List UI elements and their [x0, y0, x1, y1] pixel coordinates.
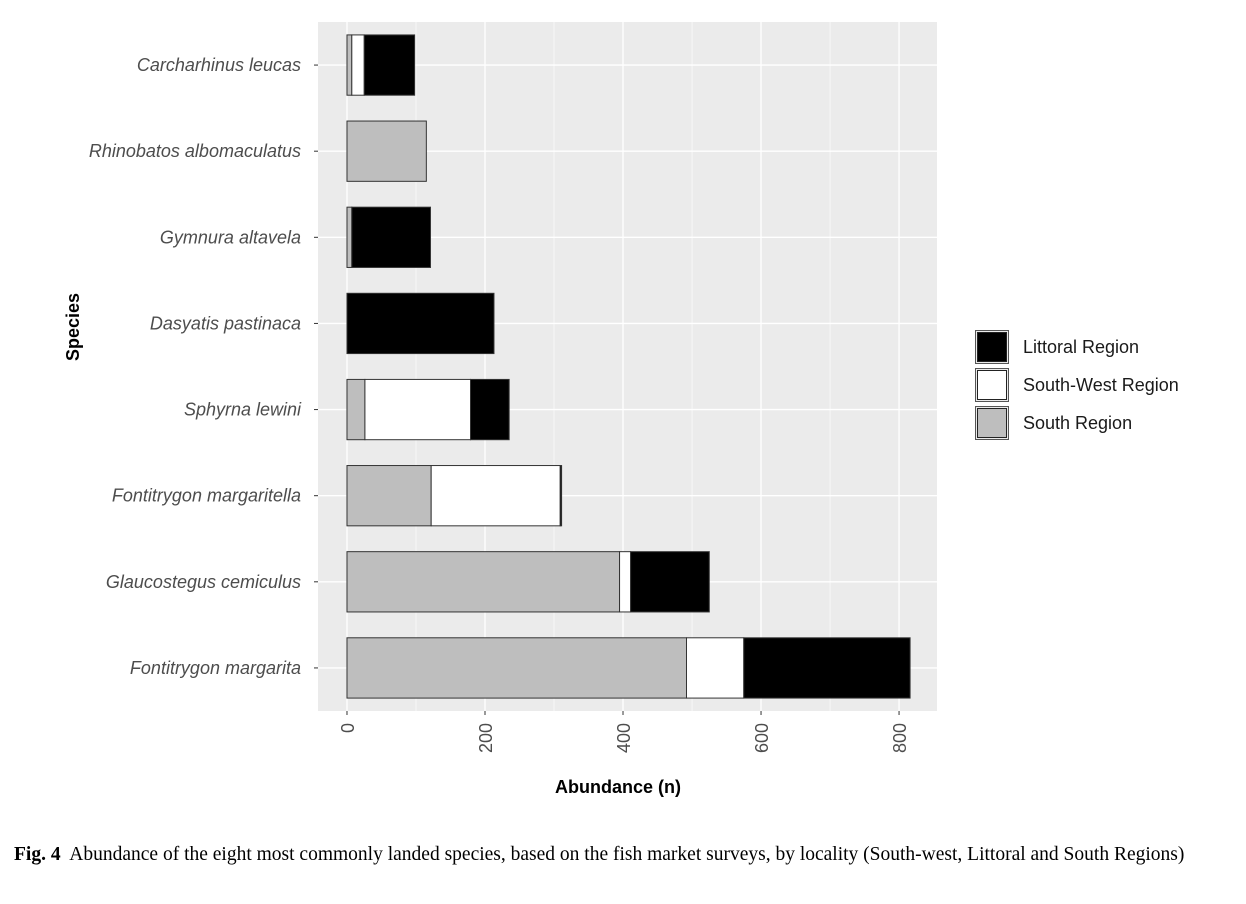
bar-glaucostegus-cemiculus-south-west-region: [619, 551, 632, 613]
legend: Littoral Region South-West Region South …: [975, 328, 1179, 442]
x-tick-labels: 0 200 400 600 800: [338, 711, 910, 753]
x-tick-label: 200: [476, 723, 496, 753]
x-tick-label: 600: [752, 723, 772, 753]
bar-sphyrna-lewini-south-west-region: [364, 378, 472, 441]
bar-glaucostegus-cemiculus-littoral-region: [630, 551, 710, 613]
bar-sphyrna-lewini-littoral-region: [470, 378, 510, 441]
bar-fontitrygon-margarita-south-region: [346, 637, 688, 699]
bar-dasyatis-pastinaca-littoral-region: [346, 292, 495, 355]
legend-swatch-littoral: [977, 332, 1007, 362]
legend-swatch-south-west: [977, 370, 1007, 400]
bar-fontitrygon-margaritella-south-west-region: [430, 465, 561, 527]
x-tick-label: 400: [614, 723, 634, 753]
legend-key-south: [975, 406, 1009, 440]
bar-gymnura-altavela-littoral-region: [351, 206, 431, 268]
figure-caption-text: Abundance of the eight most commonly lan…: [69, 844, 1185, 865]
bar-carcharhinus-leucas-south-west-region: [351, 34, 365, 96]
bar-fontitrygon-margarita-littoral-region: [743, 637, 911, 699]
y-tick-label: Rhinobatos albomaculatus: [89, 141, 301, 161]
legend-key-south-west: [975, 368, 1009, 402]
y-tick-label: Gymnura altavela: [160, 227, 301, 247]
x-tick-label: 0: [338, 723, 358, 733]
legend-item-south: South Region: [975, 404, 1179, 442]
y-tick-label: Carcharhinus leucas: [137, 55, 301, 75]
stacked-bar-chart: Carcharhinus leucas Rhinobatos albomacula…: [63, 22, 937, 797]
legend-item-littoral: Littoral Region: [975, 328, 1179, 366]
bars: [346, 34, 911, 699]
bar-rhinobatos-albomaculatus-south-region: [346, 120, 427, 182]
y-axis-title: Species: [63, 293, 83, 361]
y-tick-label: Fontitrygon margaritella: [112, 486, 301, 506]
bar-fontitrygon-margarita-south-west-region: [686, 637, 745, 699]
x-tick-label: 800: [890, 723, 910, 753]
y-tick-label: Glaucostegus cemiculus: [106, 572, 301, 592]
legend-label-south: South Region: [1023, 412, 1133, 433]
figure-label: Fig. 4: [14, 844, 61, 865]
bar-sphyrna-lewini-south-region: [346, 378, 366, 441]
y-tick-label: Sphyrna lewini: [184, 400, 302, 420]
bar-gymnura-altavela-south-region: [346, 206, 353, 268]
legend-label-south-west: South-West Region: [1023, 374, 1179, 395]
legend-key-littoral: [975, 330, 1009, 364]
x-axis-title: Abundance (n): [555, 777, 681, 797]
legend-swatch-south: [977, 408, 1007, 438]
y-tick-label: Dasyatis pastinaca: [150, 313, 301, 333]
bar-glaucostegus-cemiculus-south-region: [346, 551, 621, 613]
bar-fontitrygon-margaritella-littoral-region: [559, 465, 563, 527]
legend-label-littoral: Littoral Region: [1023, 336, 1140, 357]
bar-carcharhinus-leucas-south-region: [346, 34, 353, 96]
bar-fontitrygon-margaritella-south-region: [346, 465, 432, 527]
gridlines: [318, 22, 937, 711]
y-tick-label: Fontitrygon margarita: [130, 658, 301, 678]
legend-item-south-west: South-West Region: [975, 366, 1179, 404]
figure-caption: Fig. 4 Abundance of the eight most commo…: [14, 842, 1226, 867]
bar-carcharhinus-leucas-littoral-region: [363, 34, 416, 96]
y-tick-labels: Carcharhinus leucas Rhinobatos albomacula…: [89, 55, 318, 678]
